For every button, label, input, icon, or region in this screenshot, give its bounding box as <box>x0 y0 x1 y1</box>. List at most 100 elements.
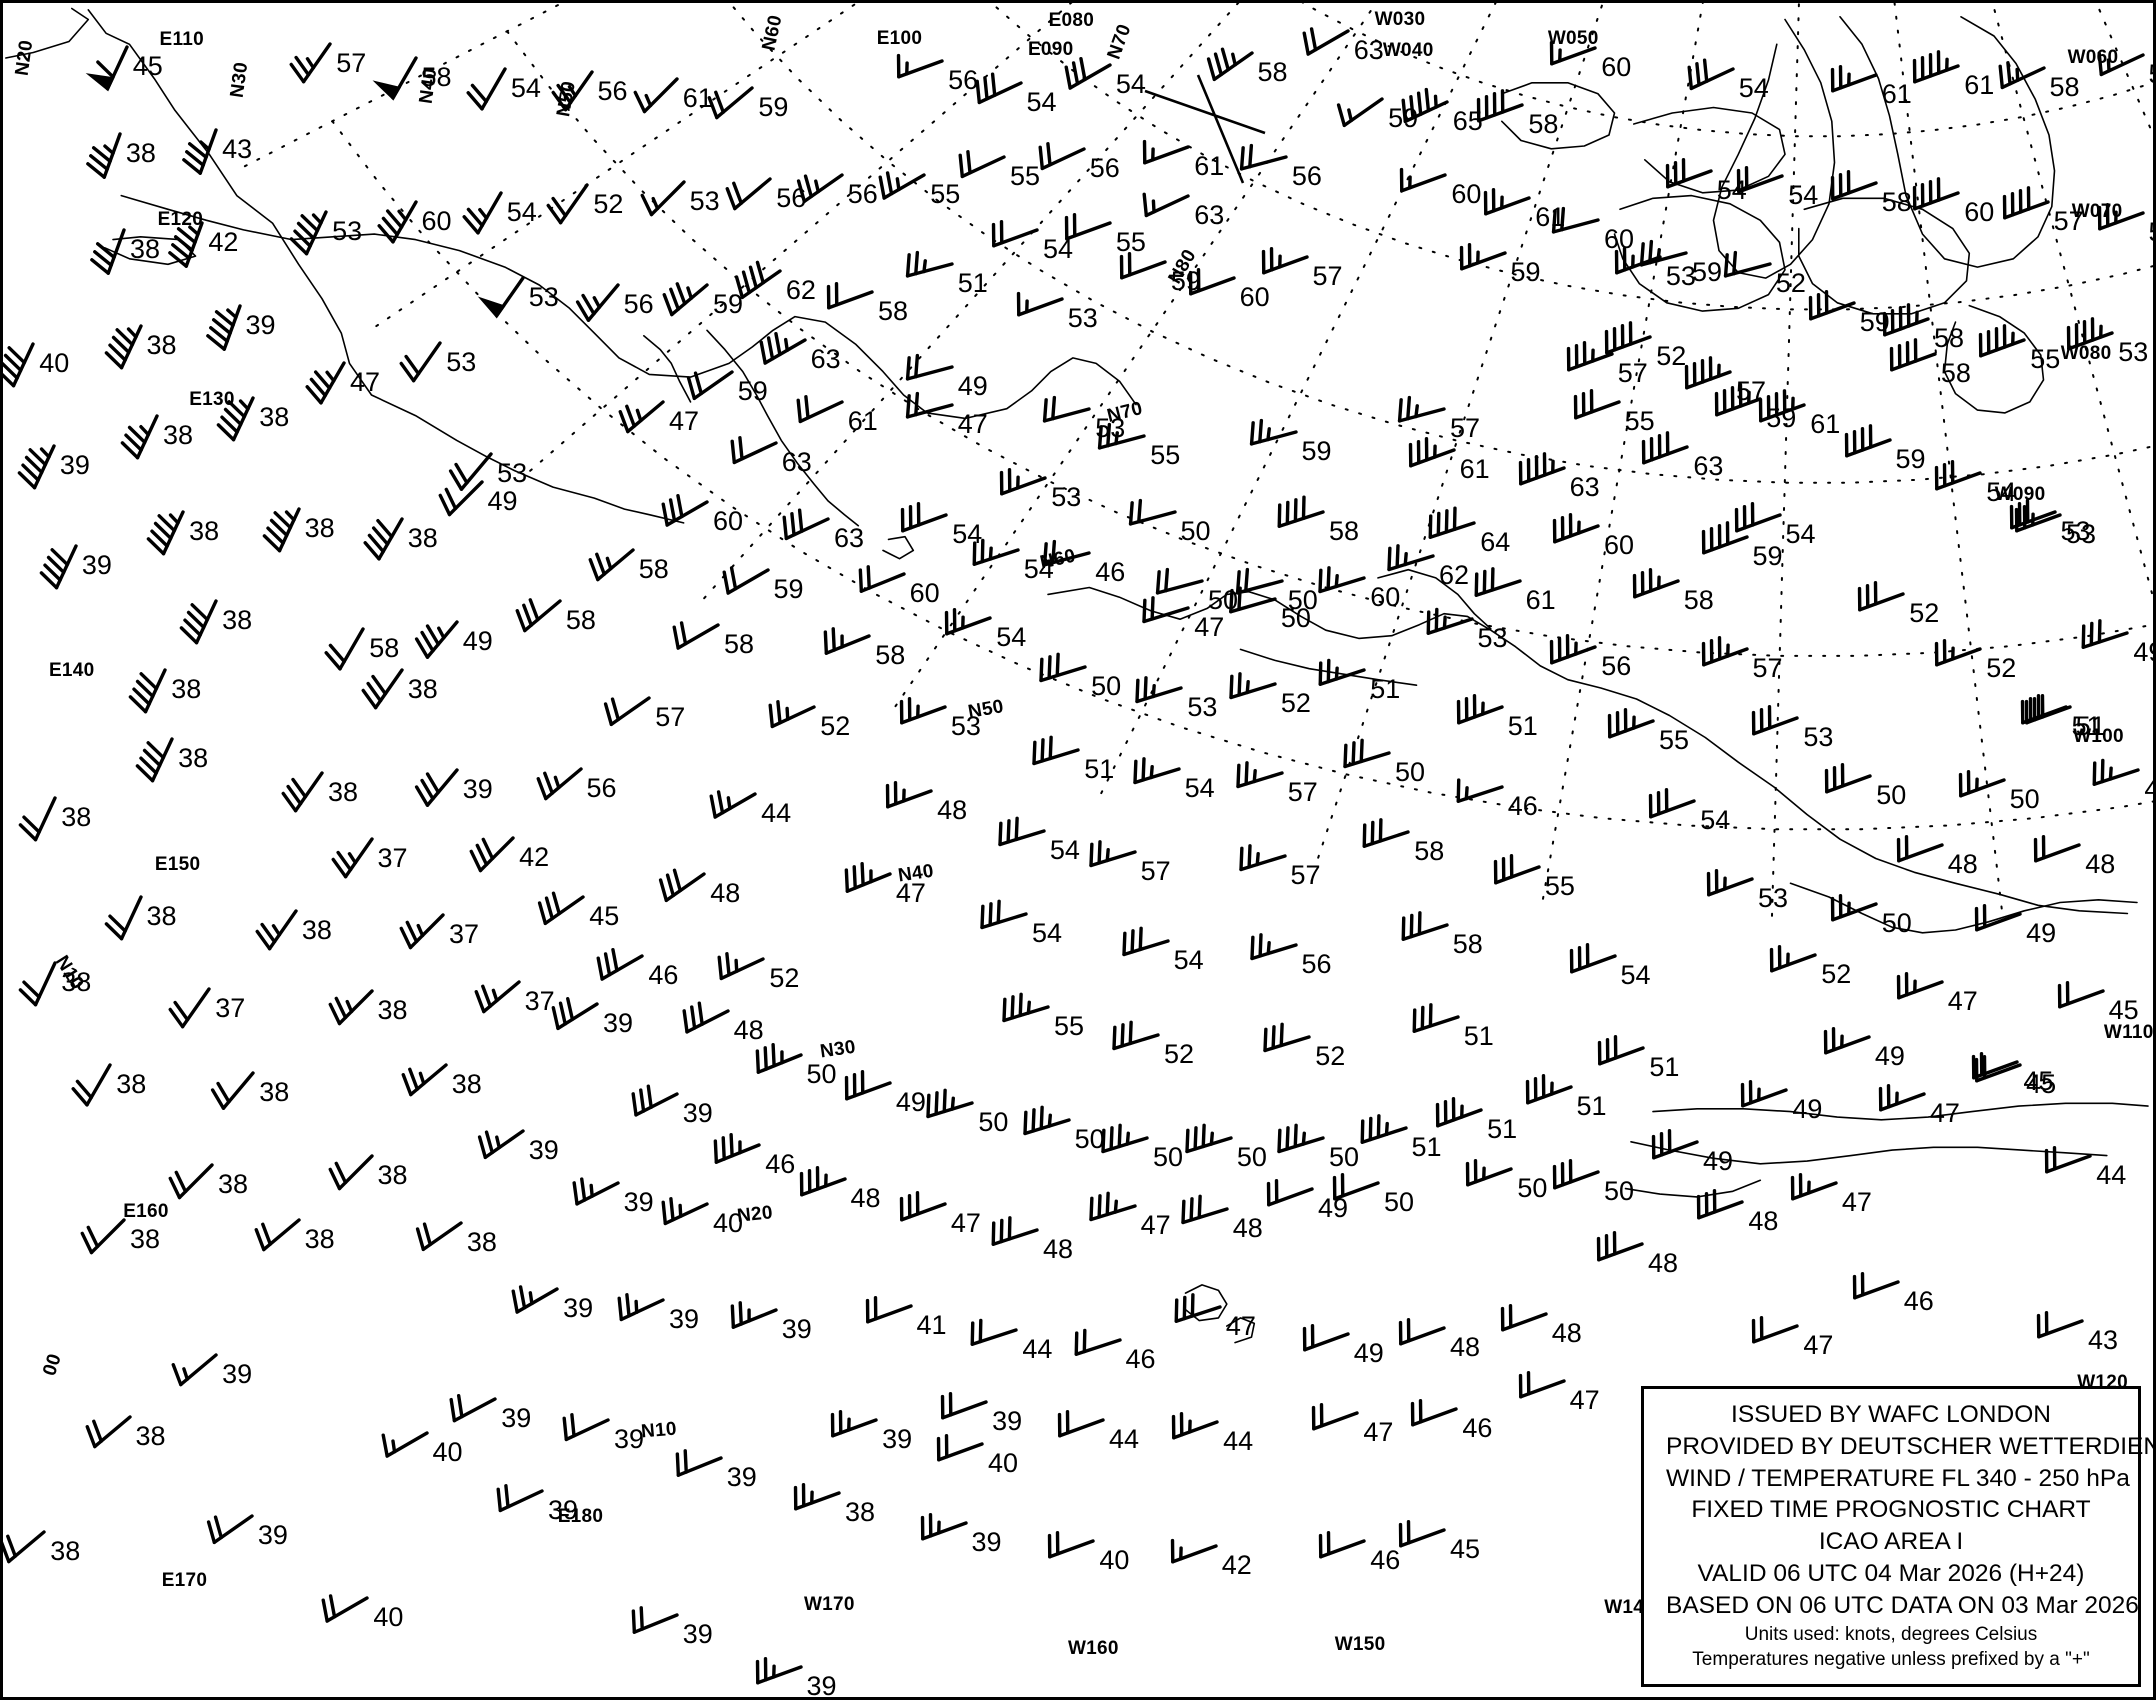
temperature-label: 51 <box>1487 1114 1518 1145</box>
wind-barb <box>1398 957 1518 1077</box>
wind-barb <box>1119 709 1239 829</box>
wind-barb <box>1050 163 1170 283</box>
temperature-label: 38 <box>451 1068 482 1099</box>
wind-barb <box>658 565 778 685</box>
temperature-label: 38 <box>218 1169 249 1200</box>
temperature-label: 53 <box>1187 691 1218 722</box>
temperature-label: 57 <box>1140 855 1171 886</box>
wind-barb <box>816 1360 936 1480</box>
temperature-label: 57 <box>336 48 367 79</box>
temperature-label: 54 <box>1049 834 1080 865</box>
temperature-label: 53 <box>528 282 559 313</box>
wind-barb <box>523 837 643 957</box>
wind-barb <box>1535 587 1655 707</box>
temperature-label: 63 <box>1693 451 1724 482</box>
coastline <box>104 236 197 266</box>
wind-barb <box>1249 977 1369 1097</box>
temperature-label: 50 <box>1280 602 1311 633</box>
wind-barb <box>1029 349 1149 469</box>
temperature-label: 52 <box>1821 958 1852 989</box>
wind-barb <box>2078 710 2153 830</box>
temperature-label: 49 <box>1792 1093 1823 1124</box>
wind-barb <box>312 1096 432 1216</box>
wind-barb <box>958 490 1078 610</box>
wind-barb <box>64 170 184 290</box>
temperature-label: 48 <box>1947 848 1978 879</box>
temperature-label: 55 <box>930 178 961 209</box>
wind-barb <box>1875 294 1995 414</box>
temperature-label: 44 <box>1109 1423 1140 1454</box>
wind-barb <box>1222 521 1342 641</box>
wind-barb <box>1142 521 1262 641</box>
wind-barb <box>1128 136 1248 256</box>
wind-barb <box>236 851 356 971</box>
temperature-label: 47 <box>1947 986 1978 1017</box>
wind-barb <box>1128 548 1248 668</box>
wind-barb <box>1687 589 1807 709</box>
temperature-label: 51 <box>1649 1052 1680 1083</box>
wind-barb <box>647 1144 767 1264</box>
temperature-label: 60 <box>1604 529 1635 560</box>
temperature-label: 42 <box>208 227 239 258</box>
temperature-label: 52 <box>1909 598 1940 629</box>
wind-barb <box>672 312 792 432</box>
temperature-label: 41 <box>916 1309 947 1340</box>
temperature-label: 38 <box>407 522 438 553</box>
graticule-label: E150 <box>154 854 201 876</box>
wind-barb <box>152 1105 272 1225</box>
wind-barb <box>582 896 702 1016</box>
wind-barb <box>1816 15 1936 135</box>
temperature-label: 61 <box>847 405 878 436</box>
wind-barb <box>441 133 561 253</box>
wind-barb <box>2052 273 2153 393</box>
temperature-label: 58 <box>1934 323 1965 354</box>
wind-barb <box>1373 496 1493 616</box>
temperature-label: 58 <box>1528 108 1559 139</box>
wind-barb <box>1868 259 1988 379</box>
wind-barb <box>1618 521 1738 641</box>
coastline <box>1226 1317 1256 1344</box>
temperature-label: 63 <box>781 447 812 478</box>
wind-barb <box>70 1357 190 1477</box>
temperature-label: 39 <box>563 1293 594 1323</box>
wind-barb <box>1002 239 1122 359</box>
temperature-label: 52 <box>1164 1038 1195 1069</box>
wind-barb <box>668 951 788 1071</box>
temperature-label: 39 <box>781 1313 812 1344</box>
wind-barb <box>1809 977 1929 1097</box>
temperature-label: 38 <box>163 419 194 450</box>
temperature-label: 57 <box>1287 777 1318 808</box>
wind-barb <box>1329 693 1449 813</box>
wind-barb <box>809 576 929 696</box>
wind-barb <box>459 922 579 1042</box>
temperature-label: 48 <box>1232 1213 1263 1244</box>
wind-barb <box>50 1005 170 1125</box>
wind-barb <box>885 1144 1005 1264</box>
wind-barb <box>1442 647 1562 767</box>
graticule-line <box>1893 3 2003 910</box>
temperature-label: 38 <box>146 330 177 361</box>
temperature-label: 54 <box>1173 945 1204 976</box>
wind-barb <box>193 1013 313 1133</box>
temperature-label: 40 <box>713 1207 744 1238</box>
temperature-label: 57 <box>1617 357 1648 388</box>
coastline <box>1798 197 1971 315</box>
wind-barb <box>1710 204 1830 324</box>
wind-barb <box>342 610 462 730</box>
temperature-label: 59 <box>1895 444 1926 475</box>
wind-barb <box>1582 1184 1702 1304</box>
temperature-label: 54 <box>952 518 983 549</box>
temperature-label: 57 <box>1312 261 1343 292</box>
temperature-label: 56 <box>1291 161 1322 192</box>
temperature-label: 38 <box>304 513 335 544</box>
temperature-label: 54 <box>1023 554 1054 585</box>
coastline <box>1712 18 1836 279</box>
temperature-label: 55 <box>1659 724 1690 755</box>
temperature-label: 58 <box>1683 584 1714 615</box>
temperature-label: 39 <box>682 1097 713 1128</box>
wind-barb <box>926 1342 1046 1462</box>
wind-barb <box>1864 1034 1984 1154</box>
coastline <box>1943 304 2045 414</box>
temperature-label: 52 <box>1775 268 1806 299</box>
